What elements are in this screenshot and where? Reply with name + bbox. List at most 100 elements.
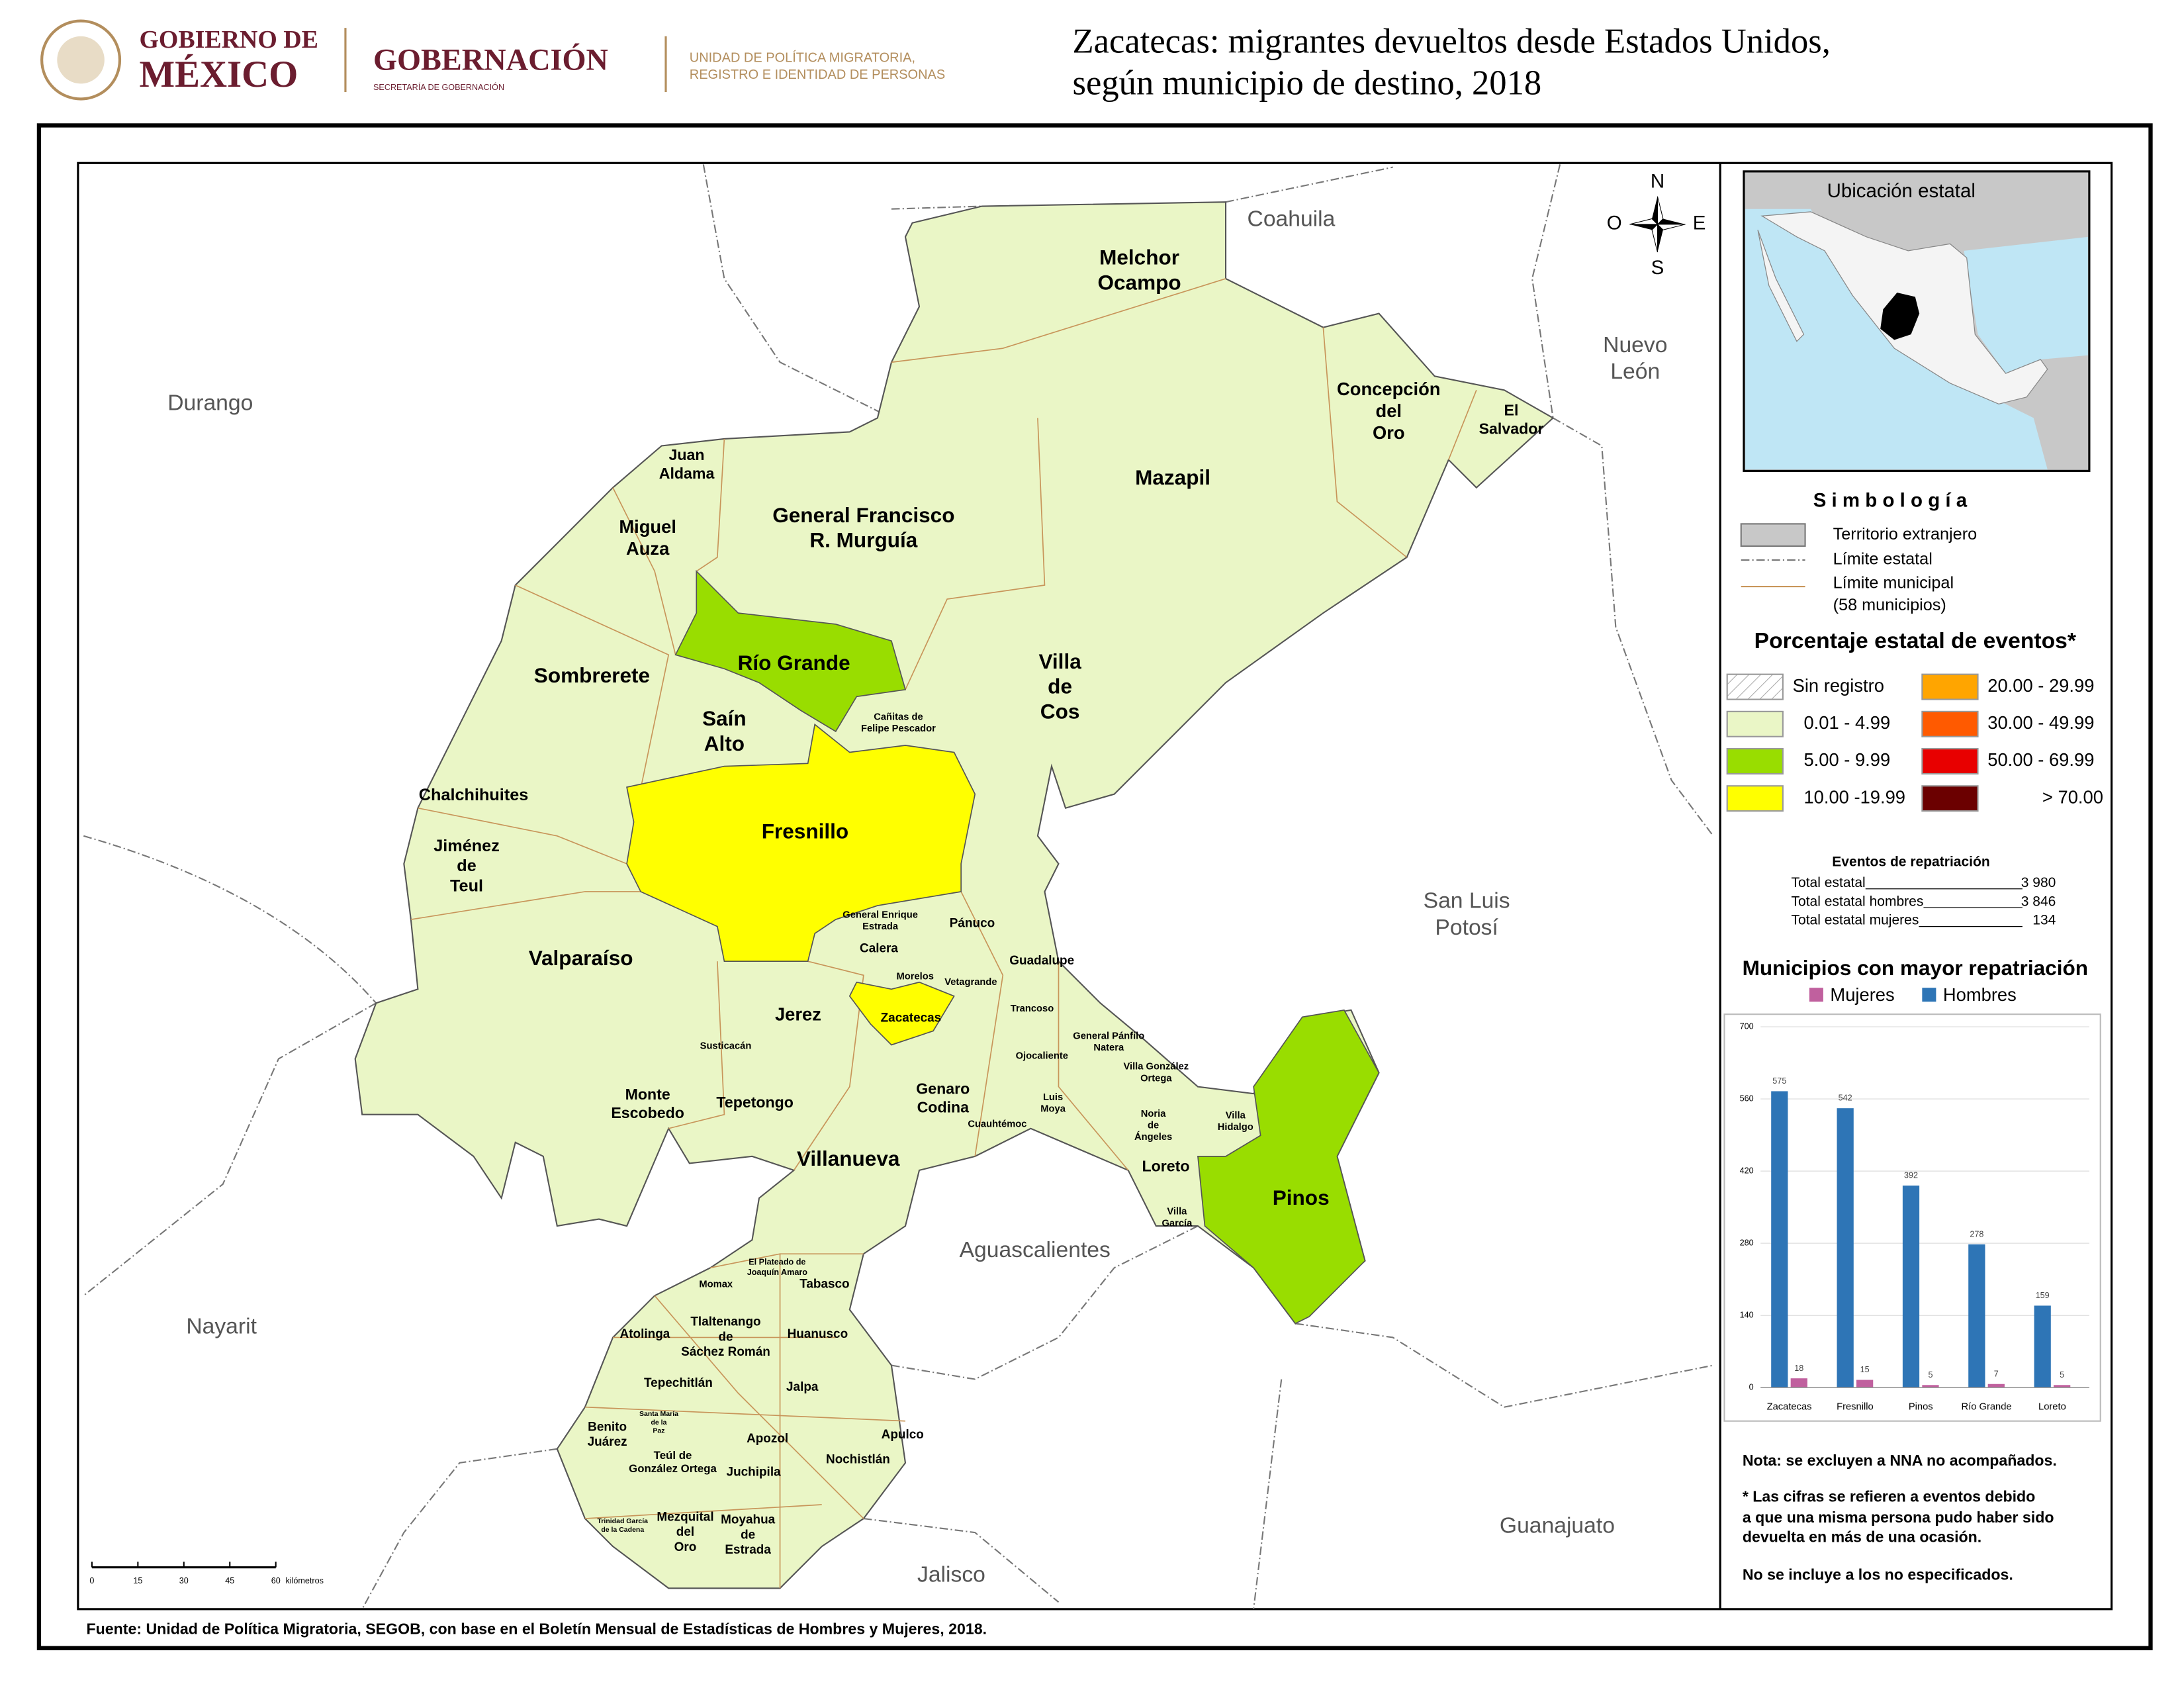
mun-fresnillo [626,723,976,962]
municipality-label-line: Mazapil [1135,465,1210,489]
municipality-label: Teúl de González Ortega [629,1449,717,1475]
bar [2034,1305,2051,1388]
state-label-line: Jalisco [917,1562,985,1587]
legend-title: S i m b o l o g í a [1813,489,1968,511]
municipality-label-line: Villa [1226,1110,1246,1121]
data-label: 575 [1772,1076,1786,1086]
municipality-label-line: Codina [917,1099,970,1116]
municipality-label-line: Pinos [1273,1186,1330,1209]
scale-label: 60 [271,1576,281,1585]
y-tick-label: 560 [1740,1094,1754,1103]
mun-pinos [1197,1009,1380,1325]
state-label-line: Potosí [1435,915,1498,940]
legend-entry: Mujeres [1830,984,1894,1005]
state-limit [361,1448,557,1610]
scale-label: 30 [179,1576,189,1585]
municipality-label: Pánuco [950,916,995,930]
municipality-label-line: General Enrique [842,910,918,920]
municipality-label-line: Ángeles [1134,1131,1172,1143]
title: Zacatecas: migrantes devueltos desde Est… [1073,22,1831,60]
legend-municipal-count: (58 municipios) [1833,596,1946,614]
municipality-label-line: Aldama [659,465,715,482]
note: No se incluye a los no especificados. [1743,1566,2013,1583]
municipality-label-line: Atolinga [620,1327,670,1341]
municipality-label: Moyahua de Estrada [721,1513,776,1557]
class-swatch [1921,747,1979,774]
bar [1922,1385,1939,1388]
municipality-label: Zacatecas [881,1011,942,1025]
state-limit [83,1002,377,1297]
municipality-label-line: Paz [653,1427,664,1434]
municipality-label: Monte Escobedo [611,1086,684,1121]
header: GOBIERNO DE MÉXICO GOBERNACIÓN SECRETARÍ… [40,19,1831,103]
municipality-label-line: Trancoso [1011,1004,1054,1014]
bar [1771,1091,1788,1388]
municipality-label-line: Monte [625,1086,670,1103]
state-label: Nuevo León [1603,333,1667,384]
class-swatch [1921,785,1979,812]
class-label: 30.00 - 49.99 [1987,712,2094,733]
municipality-label: Luis Moya [1040,1092,1066,1115]
state-limit [1531,164,1561,418]
municipality-label-line: Villanueva [797,1147,900,1171]
legend-entry: Hombres [1943,984,2017,1005]
source: Fuente: Unidad de Política Migratoria, S… [86,1620,987,1638]
municipality-label-line: de [1148,1120,1159,1131]
logo-line2: MÉXICO [139,54,298,95]
municipality-label-line: Villa [1167,1207,1187,1217]
municipality-label-line: Ocampo [1097,271,1181,295]
class-swatch [1726,747,1784,774]
municipality-label-line: R. Murguía [809,528,917,552]
municipality-label-line: Saín [702,706,747,730]
legend-municipal: Límite municipal [1833,574,1954,592]
municipality-label-line: Luis [1043,1092,1063,1103]
y-tick-label: 140 [1740,1311,1754,1320]
scale-label: 0 [89,1576,94,1585]
class-swatch [1921,673,1979,700]
municipality-label: General Pánfilo Natera [1073,1031,1144,1053]
state-limit [863,1517,1060,1603]
state-limit [891,205,982,210]
municipality-label: Juan Aldama [659,446,715,482]
data-label: 18 [1794,1364,1803,1373]
class-swatch [1726,785,1784,812]
municipality-label: Villa Hidalgo [1218,1110,1253,1133]
y-tick-label: 0 [1749,1383,1754,1392]
municipality-label-line: Natera [1093,1043,1124,1053]
municipality-label-line: Jerez [775,1004,821,1025]
municipality-label: Ojocaliente [1016,1051,1068,1061]
municipality-label-line: Jalpa [786,1380,819,1394]
municipality-label: Tlaltenango de Sáchez Román [681,1315,770,1359]
municipality-label-line: Benito [588,1420,627,1434]
state-label: Guanajuato [1500,1514,1615,1538]
municipality-label-line: Estrada [725,1543,771,1557]
compass-east: E [1693,212,1706,234]
municipality-label-line: Calera [860,941,898,955]
map-frame [77,162,2113,1611]
class-swatch [1726,710,1784,737]
municipality-label: Jiménez de Teul [433,836,500,895]
municipality-label-line: Susticacán [700,1041,752,1051]
municipality-label-line: Santa María [639,1410,678,1418]
municipality-label: Jerez [775,1004,821,1025]
state-label: San Luis Potosí [1424,888,1510,939]
municipality-label: Villa García [1161,1207,1193,1229]
totals-label: Total estatal mujeres [1792,913,1919,928]
municipality-label-line: Pánuco [950,916,995,930]
x-tick-label: Zacatecas [1767,1402,1812,1413]
municipality-label-line: Villa [1038,649,1081,673]
municipality-label-line: Estrada [862,921,899,932]
state-limit [1553,417,1714,837]
municipality-label-line: del [1376,400,1402,421]
municipality-label: Apozol [747,1432,788,1446]
legend-swatch [1922,988,1936,1002]
state-label: Aguascalientes [960,1238,1111,1262]
municipality-label: Mezquital del Oro [657,1510,713,1554]
municipality-label-line: Juárez [588,1435,627,1449]
municipality-label: Cuauhtémoc [968,1119,1026,1129]
municipality-label-line: Apulco [882,1428,924,1442]
agency: GOBERNACIÓN [373,42,608,77]
compass-west: O [1607,212,1622,234]
municipality-label-line: Zacatecas [881,1011,942,1025]
